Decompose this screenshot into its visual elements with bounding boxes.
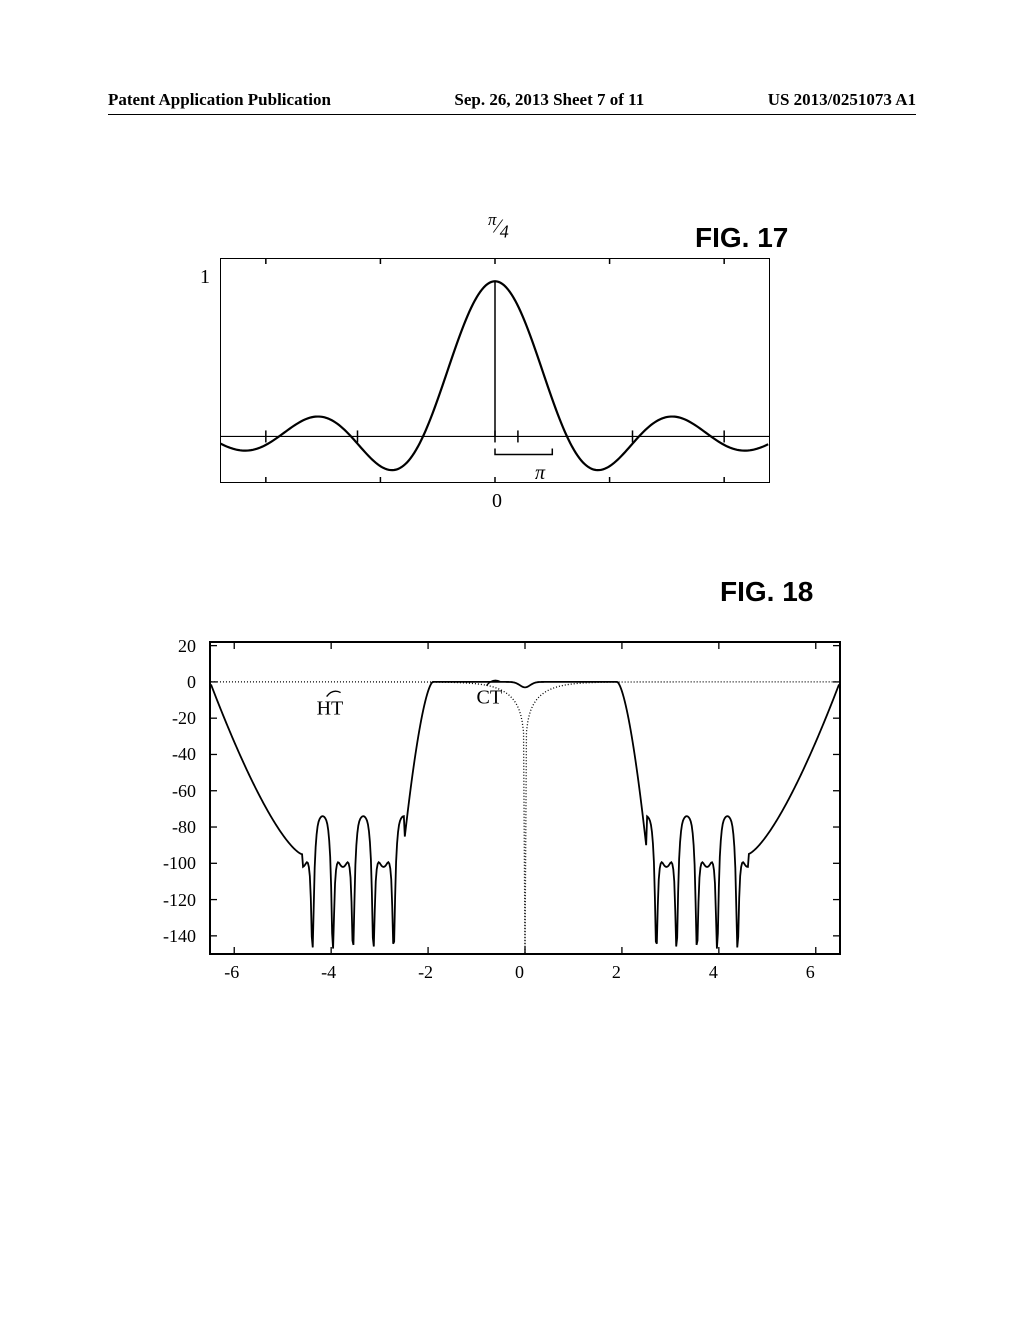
fig18-ytick-label: -80 [156,817,196,838]
fig18-ytick-label: -140 [156,926,196,947]
fig18-xtick-label: -6 [224,962,239,983]
fig18-svg: HT CT [200,638,850,958]
fig18-xtick-label: -2 [418,962,433,983]
fig17-pi4-label: π⁄4 [488,210,509,243]
fig18-plot: HT CT [200,638,850,958]
header-center: Sep. 26, 2013 Sheet 7 of 11 [454,90,644,110]
fig18-xtick-label: 0 [515,962,524,983]
fig17-svg [220,258,770,483]
fig18-xtick-label: -4 [321,962,336,983]
fig18-ytick-label: -40 [156,744,196,765]
header-left: Patent Application Publication [108,90,331,110]
fig18-xtick-label: 4 [709,962,718,983]
fig18-ytick-label: -60 [156,781,196,802]
fig17-plot [220,258,770,483]
fig17-title: FIG. 17 [695,222,788,254]
fig18-ytick-label: -120 [156,890,196,911]
fig18-ytick-label: 0 [156,672,196,693]
fig18-ytick-label: -20 [156,708,196,729]
fig18-xtick-label: 6 [806,962,815,983]
fig17-pi-label: π [535,462,545,485]
fig17-xlabel-0: 0 [492,490,502,513]
header-right: US 2013/0251073 A1 [768,90,916,110]
fig18-ytick-label: 20 [156,636,196,657]
svg-text:CT: CT [477,687,503,709]
fig18-ytick-label: -100 [156,853,196,874]
fig18-title: FIG. 18 [720,576,813,608]
svg-text:HT: HT [317,698,344,720]
fig18-xtick-label: 2 [612,962,621,983]
fig17-ylabel-1: 1 [200,266,210,289]
page-header: Patent Application Publication Sep. 26, … [108,90,916,115]
